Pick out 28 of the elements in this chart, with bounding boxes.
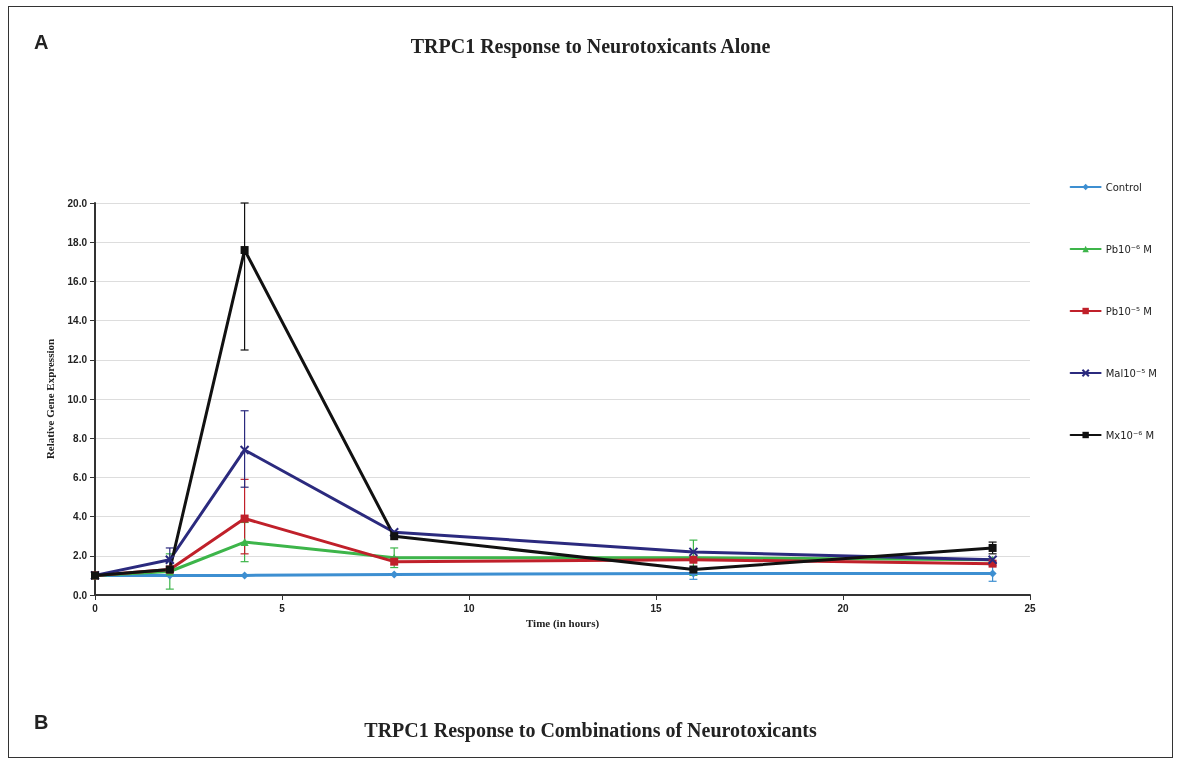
legend-label: Pb10⁻⁶ M: [1105, 243, 1152, 255]
text: B: [34, 711, 49, 733]
legend-label: Pb10⁻⁵ M: [1105, 305, 1152, 317]
x-tick-label: 0: [92, 602, 99, 614]
y-tick-label: 16.0: [67, 275, 88, 287]
legend-label: Control: [1105, 181, 1142, 193]
x-tick-label: 20: [837, 602, 849, 614]
x-tick-label: 10: [463, 602, 475, 614]
y-tick-label: 20.0: [67, 197, 88, 209]
x-axis-title: Time (in hours): [525, 617, 600, 631]
y-tick-label: 4.0: [73, 511, 88, 523]
x-tick-label: 5: [279, 602, 286, 614]
text: TRPC1 Response to Combinations of Neurotoxicants: [364, 719, 817, 742]
chart-title: TRPC1 Response to Neurotoxicants Alone: [410, 35, 771, 58]
legend-label: Mal10⁻⁵ M: [1105, 367, 1158, 379]
legend-label: Mx10⁻⁶ M: [1105, 429, 1155, 441]
y-tick-label: 2.0: [73, 550, 88, 562]
y-tick-label: 6.0: [73, 471, 88, 483]
y-axis-title: Relative Gene Expression: [43, 338, 56, 460]
y-tick-label: 12.0: [67, 354, 88, 366]
x-tick-label: 15: [650, 602, 662, 614]
y-tick-label: 14.0: [67, 315, 88, 327]
y-tick-label: 10.0: [67, 393, 88, 405]
x-tick-label: 25: [1024, 602, 1036, 614]
y-tick-label: 8.0: [73, 432, 88, 444]
y-tick-label: 0.0: [73, 589, 88, 601]
y-tick-label: 18.0: [67, 236, 88, 248]
text: A: [34, 31, 49, 53]
